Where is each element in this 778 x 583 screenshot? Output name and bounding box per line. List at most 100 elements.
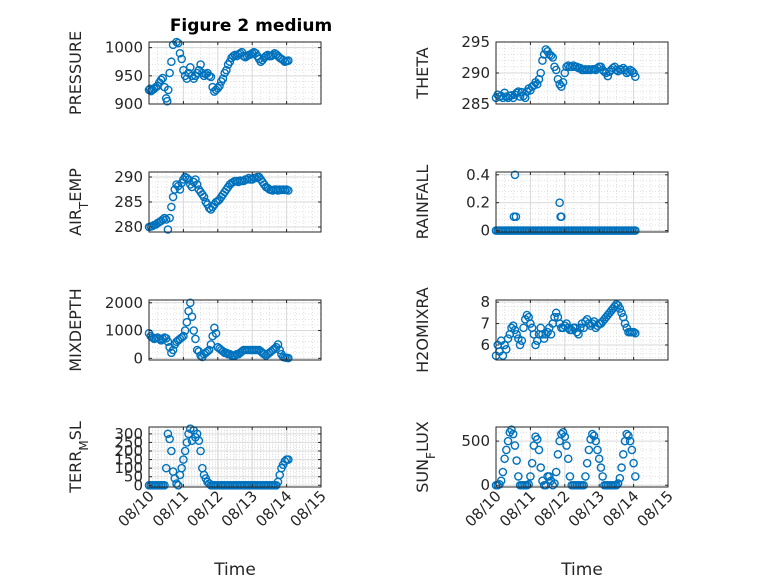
data-point: [548, 53, 558, 62]
y-tick-label: 280: [114, 218, 143, 236]
data-point: [517, 336, 527, 346]
data-point: [167, 57, 176, 67]
data-point: [546, 329, 556, 339]
data-point: [541, 329, 551, 339]
data-point: [584, 445, 594, 455]
y-tick-label: 290: [114, 168, 143, 186]
data-point: [515, 92, 525, 101]
y-tick-label: 0: [480, 222, 490, 240]
data-point: [503, 334, 513, 343]
data-point: [582, 458, 592, 468]
data-point: [192, 180, 202, 189]
data-point: [199, 192, 209, 202]
data-point: [182, 173, 192, 183]
data-point: [526, 319, 535, 328]
data-point: [512, 456, 521, 465]
axes-box: [495, 426, 669, 488]
data-point: [562, 319, 571, 328]
subplot-theta: 285 290 295 THETA: [413, 33, 669, 113]
data-point: [179, 331, 188, 341]
data-point: [612, 480, 621, 490]
data-point: [185, 63, 195, 72]
axes-box: [148, 426, 322, 488]
data-point: [625, 436, 635, 446]
data-point: [496, 476, 506, 486]
x-tick-label: 08/14: [252, 487, 295, 530]
y-tick-label: 0: [133, 476, 143, 494]
y-axis-label: SUNFLUX: [413, 421, 438, 493]
data-point: [177, 54, 186, 64]
data-point: [622, 429, 632, 439]
data-point: [503, 436, 513, 446]
data-point: [203, 347, 212, 356]
data-point: [624, 431, 633, 441]
data-point: [557, 212, 566, 221]
data-point: [560, 432, 570, 442]
data-point: [524, 480, 533, 489]
y-axis-label: H2OMIXRA: [413, 287, 432, 373]
data-point: [185, 298, 195, 308]
y-axis-label: THETA: [413, 47, 432, 99]
axes-box: [495, 299, 669, 361]
data-point: [191, 175, 200, 184]
data-point: [162, 96, 172, 106]
x-tick-label: 08/12: [530, 487, 573, 530]
data-point: [167, 446, 176, 456]
x-tick-label: 08/14: [599, 487, 642, 530]
data-point: [502, 344, 511, 354]
data-point: [593, 445, 602, 455]
data-point: [532, 79, 542, 89]
y-tick-label: 250: [114, 433, 143, 451]
data-point: [548, 480, 558, 490]
data-point: [160, 480, 169, 490]
data-point: [511, 212, 521, 221]
data-point: [187, 312, 197, 321]
data-point: [615, 304, 625, 313]
data-point: [165, 68, 174, 78]
data-point: [539, 334, 549, 343]
data-point: [222, 65, 231, 75]
subplot-pressure: 900 950 1000 PRESSURE: [66, 31, 322, 115]
data-point: [617, 308, 626, 318]
data-point: [538, 329, 547, 339]
data-point: [553, 450, 563, 459]
x-tick-label: 08/15: [634, 487, 677, 530]
data-point: [591, 436, 601, 446]
data-point: [563, 454, 573, 464]
data-point: [167, 202, 176, 212]
data-point: [177, 333, 186, 342]
data-point: [284, 186, 293, 195]
data-point: [228, 51, 238, 61]
data-point: [526, 472, 535, 481]
data-point: [204, 345, 214, 355]
subplot-air-temp: 280 285 290 AIRTEMP: [66, 168, 322, 236]
y-axis-label: TERRMSL: [66, 421, 91, 494]
data-point: [618, 450, 628, 459]
subplot-mixdepth: 0 1000 2000 MIXDEPTH: [66, 288, 322, 372]
data-point: [532, 435, 542, 444]
y-tick-label: 100: [114, 459, 143, 477]
data-point: [196, 60, 205, 69]
data-point: [534, 445, 544, 455]
x-tick-label: 08/13: [565, 487, 608, 530]
data-point: [581, 472, 590, 481]
data-point: [631, 72, 640, 82]
data-point: [177, 463, 186, 473]
y-axis-label: PRESSURE: [66, 31, 85, 115]
x-tick-label: 08/15: [287, 487, 330, 530]
axes-box: [148, 299, 322, 361]
data-point: [589, 431, 599, 441]
data-point: [512, 329, 521, 339]
data-point: [565, 472, 575, 481]
data-point: [584, 319, 594, 328]
x-axis-label: Time: [213, 560, 256, 580]
y-axis-label: AIRTEMP: [66, 168, 91, 236]
x-tick-label: 08/13: [218, 487, 261, 530]
data-point: [194, 436, 204, 446]
y-tick-label: 295: [461, 33, 490, 51]
y-tick-label: 1000: [105, 322, 143, 340]
data-point: [510, 325, 520, 335]
data-point: [598, 472, 607, 481]
data-point: [558, 427, 568, 437]
y-tick-label: 2000: [105, 294, 143, 312]
